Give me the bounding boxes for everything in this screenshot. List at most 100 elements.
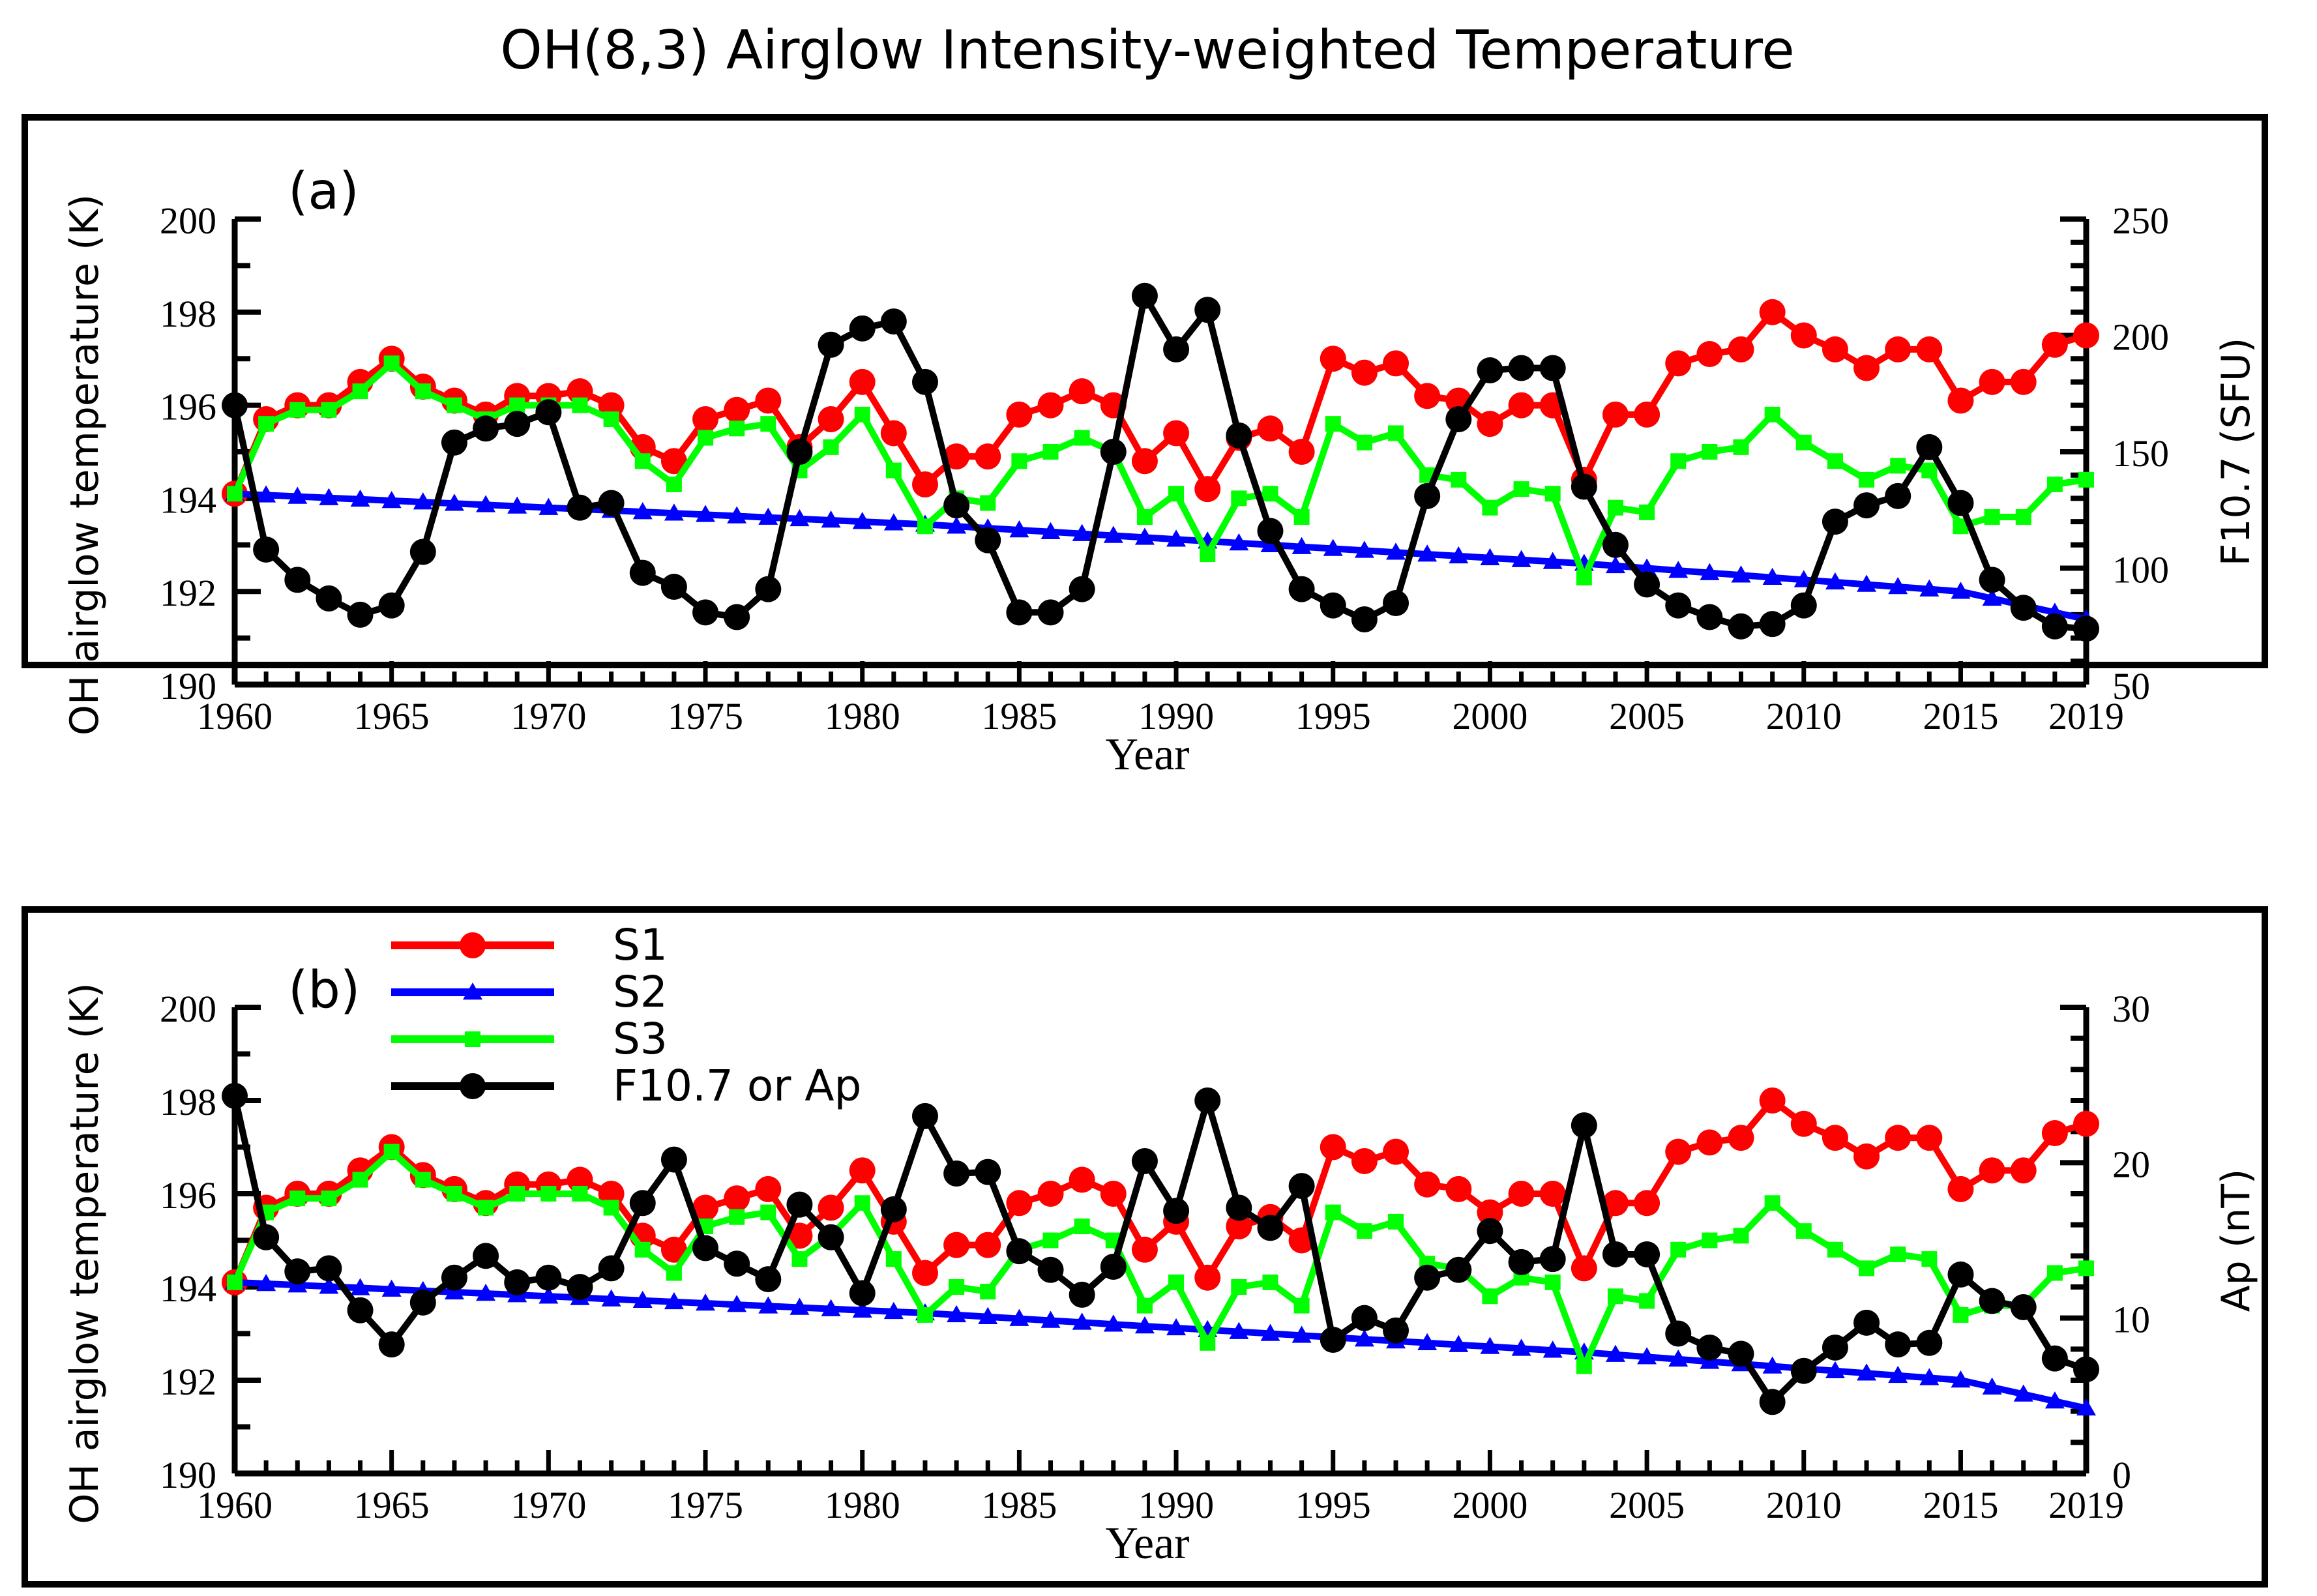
x-tick-label: 2005 xyxy=(1609,1484,1685,1526)
data-point-f10-7-or-ap xyxy=(1571,473,1597,500)
y-tick-label: 194 xyxy=(160,479,216,521)
series-s2 xyxy=(225,484,2096,627)
data-point-s2 xyxy=(1229,533,1249,551)
data-point-s2 xyxy=(381,1279,402,1297)
legend-label: F10.7 or Ap xyxy=(613,1061,861,1111)
data-point-s3 xyxy=(1702,444,1718,460)
data-point-s3 xyxy=(321,402,337,418)
data-point-f10-7-or-ap xyxy=(347,601,374,628)
data-point-f10-7-or-ap xyxy=(880,308,907,335)
y2-axis-label: Ap (nT) xyxy=(2213,1169,2259,1312)
data-point-f10-7-or-ap xyxy=(1728,613,1754,640)
data-point-s2 xyxy=(1291,537,1312,554)
x-tick-label: 2000 xyxy=(1452,695,1527,737)
data-point-s1 xyxy=(1288,439,1315,465)
data-point-f10-7-or-ap xyxy=(786,1191,813,1218)
data-point-s3 xyxy=(572,397,588,413)
data-point-f10-7-or-ap xyxy=(284,567,311,593)
data-point-s1 xyxy=(1037,392,1064,419)
data-point-f10-7-or-ap xyxy=(1351,606,1378,633)
data-point-s2 xyxy=(1951,1370,1971,1388)
data-point-s1 xyxy=(755,387,782,414)
data-point-s3 xyxy=(1074,1219,1090,1235)
data-point-f10-7-or-ap xyxy=(975,527,1001,554)
data-point-s3 xyxy=(2015,509,2031,525)
y2-tick-label: 20 xyxy=(2112,1143,2150,1185)
x-tick-label: 2015 xyxy=(1923,695,1998,737)
data-point-s3 xyxy=(1042,444,1059,460)
legend-marker xyxy=(465,1031,480,1047)
data-point-s2 xyxy=(1417,1333,1438,1351)
x-tick-label: 1965 xyxy=(354,695,430,737)
data-point-f10-7-or-ap xyxy=(253,1224,280,1250)
legend-label: S2 xyxy=(613,967,668,1017)
x-tick-label: 1975 xyxy=(668,1484,743,1526)
data-point-s2 xyxy=(1166,529,1187,547)
data-point-f10-7-or-ap xyxy=(1477,1218,1503,1245)
data-point-s3 xyxy=(760,1204,776,1220)
data-point-s3 xyxy=(1984,509,2000,525)
data-point-s3 xyxy=(1451,471,1467,488)
data-point-s2 xyxy=(978,1307,998,1325)
data-point-s3 xyxy=(1890,458,1906,474)
data-point-f10-7-or-ap xyxy=(535,1264,562,1291)
data-point-s3 xyxy=(729,421,745,437)
data-point-f10-7-or-ap xyxy=(598,490,625,516)
data-point-f10-7-or-ap xyxy=(1069,1281,1095,1308)
data-point-s3 xyxy=(1827,1241,1843,1258)
x-tick-label: 1985 xyxy=(981,1484,1057,1526)
data-point-f10-7-or-ap xyxy=(692,599,719,626)
data-point-f10-7-or-ap xyxy=(1037,599,1064,626)
series-s2 xyxy=(225,1272,2096,1416)
data-point-s3 xyxy=(1262,486,1278,502)
data-point-s2 xyxy=(1040,522,1061,540)
data-point-s2 xyxy=(1449,546,1469,564)
data-point-f10-7-or-ap xyxy=(818,1224,844,1250)
data-point-s2 xyxy=(790,1297,810,1315)
data-point-s2 xyxy=(444,494,464,511)
data-point-s2 xyxy=(632,1290,653,1308)
data-point-f10-7-or-ap xyxy=(1163,336,1190,362)
data-point-s1 xyxy=(1539,1181,1566,1207)
data-point-s3 xyxy=(1764,1195,1780,1211)
data-point-f10-7-or-ap xyxy=(2041,613,2068,640)
data-point-s2 xyxy=(350,1278,370,1295)
data-point-s1 xyxy=(1131,448,1158,475)
data-point-f10-7-or-ap xyxy=(1790,1357,1817,1384)
data-point-s2 xyxy=(1354,540,1374,558)
data-point-s1 xyxy=(849,368,876,395)
data-point-s1 xyxy=(2010,368,2037,395)
data-point-f10-7-or-ap xyxy=(755,1266,782,1293)
data-point-f10-7-or-ap xyxy=(1571,1112,1597,1139)
data-point-s2 xyxy=(1731,565,1751,583)
data-point-s2 xyxy=(1511,550,1531,567)
data-point-f10-7-or-ap xyxy=(911,1102,938,1129)
data-point-f10-7-or-ap xyxy=(378,592,405,619)
data-point-s1 xyxy=(1853,1143,1880,1170)
data-point-s2 xyxy=(2013,1384,2033,1402)
data-point-s2 xyxy=(1857,574,1877,592)
data-point-s2 xyxy=(476,495,496,512)
data-point-s2 xyxy=(632,502,653,520)
data-point-s1 xyxy=(724,1185,750,1212)
data-point-s3 xyxy=(1325,1204,1341,1220)
data-point-s1 xyxy=(911,471,938,497)
data-point-s3 xyxy=(603,1200,619,1216)
data-point-f10-7-or-ap xyxy=(1163,1198,1190,1224)
data-point-s1 xyxy=(1665,1138,1692,1165)
data-point-s1 xyxy=(1414,1171,1441,1198)
data-point-f10-7-or-ap xyxy=(1916,434,1943,460)
data-point-s3 xyxy=(2046,476,2063,492)
data-point-s3 xyxy=(2078,1260,2094,1277)
data-point-s2 xyxy=(1825,1361,1845,1378)
panel-label: (a) xyxy=(288,162,359,221)
data-point-s1 xyxy=(1665,350,1692,377)
data-point-s1 xyxy=(2073,322,2099,349)
data-point-s2 xyxy=(852,512,872,529)
data-point-f10-7-or-ap xyxy=(1383,590,1409,617)
panel-label: (b) xyxy=(288,961,360,1020)
data-point-f10-7-or-ap xyxy=(441,1264,467,1291)
